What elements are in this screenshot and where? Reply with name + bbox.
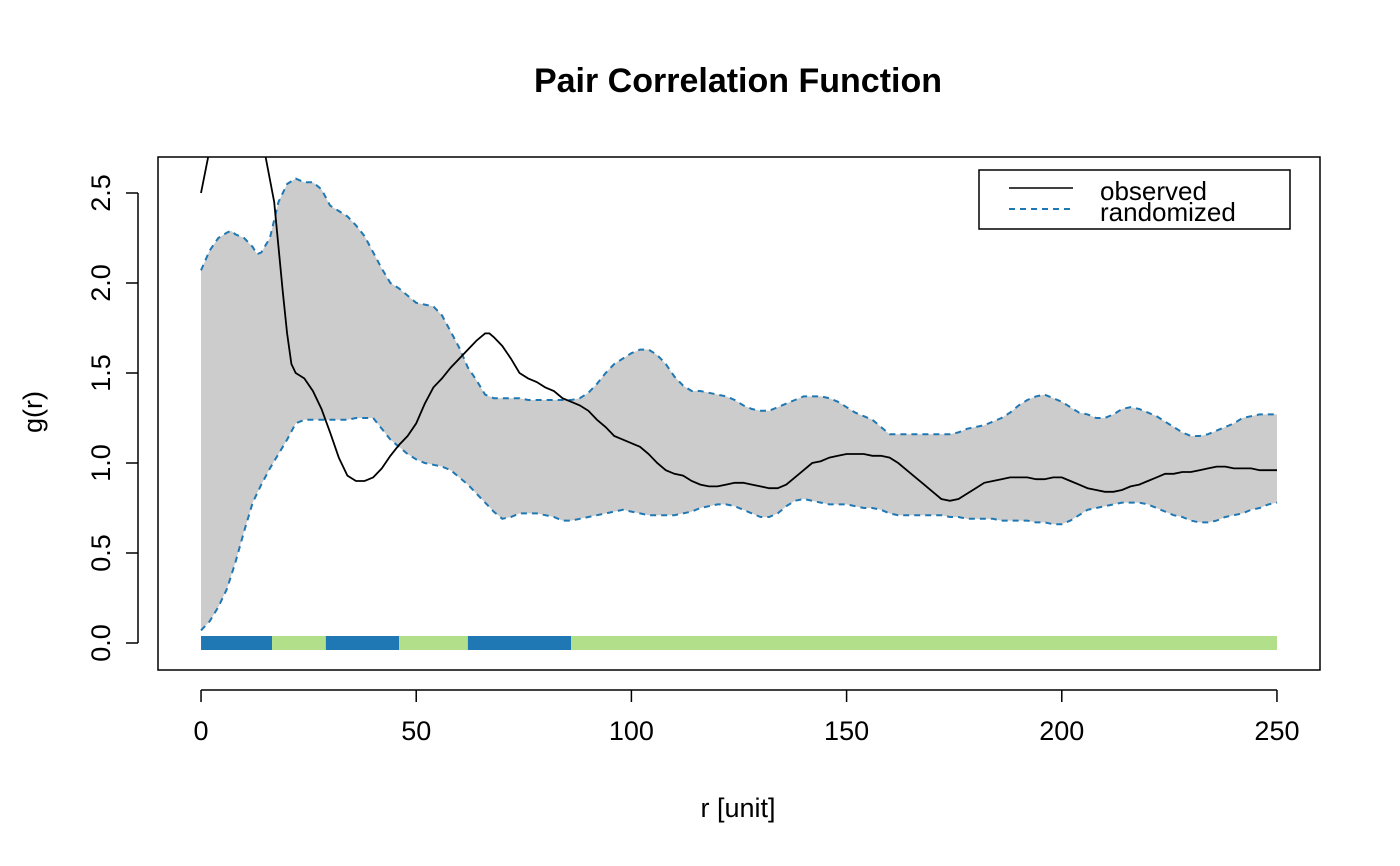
observed-line (200, 157, 1277, 502)
y-tick-label-0: 0.0 (86, 624, 116, 662)
randomized-lower-line (200, 417, 1278, 632)
y-tick-label-3: 1.5 (86, 354, 116, 392)
legend-label-observed: observed (1100, 176, 1207, 206)
legend-box (978, 169, 1291, 230)
y-axis-label: g(r) (18, 391, 48, 433)
y-tick-label-4: 2.0 (86, 264, 116, 302)
plot-area (200, 157, 1278, 650)
randomized-envelope-band (201, 178, 1277, 631)
x-tick-label-1: 50 (401, 716, 431, 746)
y-tick-label-5: 2.5 (86, 174, 116, 212)
x-axis: 0 50 100 150 200 250 (194, 689, 1299, 746)
y-tick-label-2: 1.0 (86, 444, 116, 482)
x-axis-label: r [unit] (700, 793, 775, 823)
randomized-upper-line (200, 177, 1277, 437)
x-tick-label-4: 200 (1039, 716, 1084, 746)
x-tick-label-5: 250 (1254, 716, 1299, 746)
legend-label-randomized: randomized (1100, 197, 1236, 227)
legend: observed randomized (978, 169, 1291, 230)
x-tick-label-3: 150 (824, 716, 869, 746)
x-tick-label-2: 100 (609, 716, 654, 746)
x-tick-label-0: 0 (194, 716, 209, 746)
plot-frame (157, 156, 1321, 671)
y-tick-label-1: 0.5 (86, 534, 116, 572)
chart-title: Pair Correlation Function (534, 62, 942, 100)
y-axis: 0.0 0.5 1.0 1.5 2.0 2.5 (86, 174, 139, 662)
